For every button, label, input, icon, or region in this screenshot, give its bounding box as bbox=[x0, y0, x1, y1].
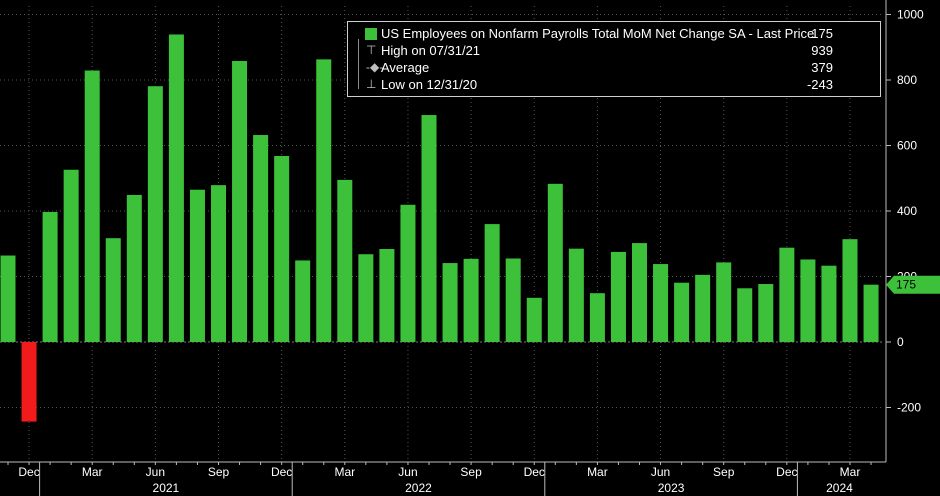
legend-series-label: US Employees on Nonfarm Payrolls Total M… bbox=[381, 26, 815, 41]
bar bbox=[842, 239, 858, 342]
bar bbox=[716, 262, 732, 342]
bar bbox=[863, 284, 879, 342]
bar bbox=[84, 70, 100, 342]
bar bbox=[442, 263, 458, 342]
bar bbox=[484, 224, 500, 342]
last-price-tag bbox=[886, 275, 940, 294]
x-month-label: Jun bbox=[146, 465, 165, 479]
y-tick-label: 1000 bbox=[897, 8, 924, 22]
bar bbox=[610, 251, 626, 342]
last-price-tag-label: 175 bbox=[896, 278, 916, 292]
bar bbox=[211, 185, 226, 342]
x-month-label: Dec bbox=[776, 465, 797, 479]
bar bbox=[295, 260, 311, 342]
legend-average-label: Average bbox=[381, 60, 430, 75]
bar bbox=[189, 189, 205, 342]
x-month-label: Sep bbox=[460, 465, 482, 479]
legend-row-average: -◆- Average 379 bbox=[348, 60, 880, 77]
bar bbox=[21, 342, 37, 422]
bar bbox=[400, 204, 416, 342]
y-tick-label: 0 bbox=[897, 335, 904, 349]
bar bbox=[779, 247, 795, 342]
bar bbox=[0, 255, 16, 342]
bar bbox=[147, 86, 163, 342]
x-month-label: Sep bbox=[208, 465, 230, 479]
x-month-label: Dec bbox=[18, 465, 39, 479]
legend-row-low: ⊥ Low on 12/31/20 -243 bbox=[348, 77, 880, 94]
x-month-label: Dec bbox=[271, 465, 292, 479]
x-year-label: 2021 bbox=[153, 481, 180, 495]
bar bbox=[274, 155, 290, 342]
bar bbox=[505, 258, 521, 342]
x-month-label: Mar bbox=[82, 465, 103, 479]
bar bbox=[758, 284, 774, 342]
bar bbox=[463, 258, 479, 342]
y-tick-label: 400 bbox=[897, 204, 917, 218]
legend-low-label: Low on 12/31/20 bbox=[381, 77, 478, 92]
bar bbox=[800, 259, 816, 342]
x-year-label: 2022 bbox=[405, 481, 432, 495]
bar bbox=[379, 248, 395, 342]
bar bbox=[168, 34, 184, 342]
x-month-label: Mar bbox=[840, 465, 861, 479]
y-axis: -20002004006008001000175 bbox=[885, 0, 940, 462]
legend-row-last-price: US Employees on Nonfarm Payrolls Total M… bbox=[348, 26, 880, 43]
bar bbox=[253, 135, 269, 342]
bar bbox=[632, 243, 647, 342]
x-month-label: Mar bbox=[587, 465, 608, 479]
y-tick-label: 600 bbox=[897, 139, 917, 153]
x-month-label: Jun bbox=[398, 465, 417, 479]
bar bbox=[421, 115, 437, 342]
bar bbox=[821, 265, 837, 342]
bar bbox=[695, 274, 711, 342]
bar bbox=[547, 183, 563, 342]
y-tick-label: -200 bbox=[897, 401, 921, 415]
legend-average-value: 379 bbox=[811, 60, 833, 75]
legend: US Employees on Nonfarm Payrolls Total M… bbox=[347, 21, 881, 97]
bar bbox=[42, 211, 58, 342]
bar bbox=[337, 179, 353, 342]
bar bbox=[674, 282, 690, 342]
legend-connector bbox=[358, 39, 359, 89]
series-swatch bbox=[365, 28, 377, 40]
legend-row-high: ⊤ High on 07/31/21 939 bbox=[348, 43, 880, 60]
y-tick-label: 800 bbox=[897, 73, 917, 87]
bars bbox=[0, 34, 879, 422]
average-marker-icon: -◆- bbox=[366, 60, 384, 74]
legend-last-price-value: 175 bbox=[811, 26, 833, 41]
x-year-label: 2023 bbox=[658, 481, 685, 495]
bar bbox=[126, 194, 142, 342]
x-year-label: 2024 bbox=[826, 481, 853, 495]
bar bbox=[526, 297, 542, 342]
bar bbox=[568, 248, 584, 342]
x-month-label: Jun bbox=[651, 465, 670, 479]
bar bbox=[316, 59, 332, 343]
bar bbox=[653, 264, 669, 342]
x-axis: Dec Mar Jun Sep Dec Mar Jun Sep Dec Mar Jun Sep Dec M… bbox=[0, 461, 886, 496]
high-marker-icon: ⊤ bbox=[366, 43, 377, 57]
low-marker-icon: ⊥ bbox=[366, 77, 377, 91]
bar bbox=[358, 254, 374, 342]
bar bbox=[232, 61, 248, 342]
legend-high-value: 939 bbox=[811, 43, 833, 58]
x-month-label: Sep bbox=[713, 465, 735, 479]
x-month-label: Dec bbox=[524, 465, 545, 479]
bar bbox=[737, 288, 753, 342]
bar bbox=[105, 238, 121, 342]
legend-low-value: -243 bbox=[806, 77, 833, 92]
bar bbox=[589, 293, 605, 342]
legend-high-label: High on 07/31/21 bbox=[381, 43, 481, 58]
bar bbox=[63, 169, 79, 342]
x-month-label: Mar bbox=[334, 465, 355, 479]
